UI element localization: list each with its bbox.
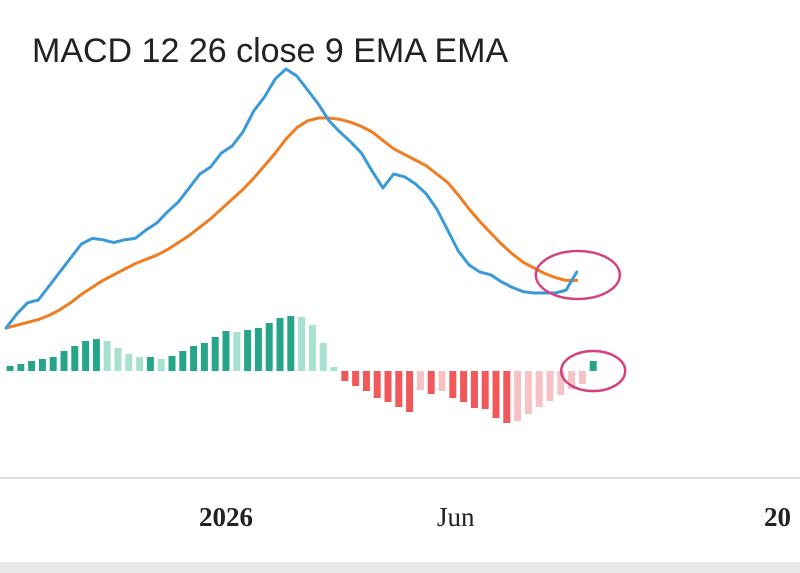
histogram-bar: [60, 351, 68, 371]
histogram-bar: [438, 371, 446, 391]
chart-title: MACD 12 26 close 9 EMA EMA: [32, 32, 509, 70]
histogram-bar: [38, 359, 46, 371]
histogram-bar: [103, 341, 111, 371]
histogram-bar: [330, 367, 338, 371]
histogram-bar: [319, 343, 327, 371]
histogram-bar: [157, 359, 165, 371]
histogram-bars: [6, 316, 597, 423]
annotations: [534, 249, 627, 393]
histogram-bar: [384, 371, 392, 402]
x-tick-label: 20: [764, 502, 791, 532]
histogram-bar: [244, 330, 252, 371]
macd-line: [4, 67, 579, 330]
histogram-bar: [460, 371, 468, 402]
histogram-bar: [265, 323, 273, 371]
histogram-bar: [298, 317, 306, 371]
histogram-bar: [449, 371, 457, 398]
histogram-bar: [535, 371, 543, 407]
histogram-bar: [71, 346, 79, 371]
histogram-bar: [28, 361, 36, 371]
histogram-bar: [168, 356, 176, 371]
histogram-bar: [514, 371, 522, 421]
histogram-bar: [233, 332, 241, 371]
histogram-bar: [481, 371, 489, 409]
histogram-bar: [546, 371, 554, 401]
histogram-bar: [222, 331, 230, 371]
histogram-bar: [114, 348, 122, 371]
histogram-bar: [395, 371, 403, 407]
x-tick-label: Jun: [437, 502, 475, 532]
histogram-bar: [492, 371, 500, 418]
histogram-bar: [190, 346, 198, 371]
histogram-bar: [589, 361, 597, 371]
histogram-bar: [146, 357, 154, 371]
histogram-bar: [578, 371, 586, 384]
histogram-bar: [136, 357, 144, 371]
histogram-bar: [352, 371, 360, 386]
histogram-bar: [49, 357, 57, 371]
histogram-bar: [254, 328, 262, 371]
histogram-bar: [211, 337, 219, 371]
histogram-bar: [179, 351, 187, 371]
histogram-bar: [92, 339, 100, 371]
histogram-bar: [470, 371, 478, 408]
histogram-bar: [373, 371, 381, 398]
histogram-bar: [362, 371, 370, 391]
histogram-bar: [557, 371, 565, 395]
histogram-bar: [200, 343, 208, 371]
histogram-bar: [568, 371, 576, 389]
signal-line: [4, 116, 579, 330]
histogram-bar: [427, 371, 435, 394]
histogram-bar: [524, 371, 532, 414]
histogram-bar: [308, 325, 316, 371]
histogram-bar: [125, 354, 133, 371]
histogram-bar: [6, 366, 14, 371]
histogram-bar: [406, 371, 414, 412]
x-tick-label: 2026: [199, 502, 253, 532]
histogram-bar: [287, 316, 295, 371]
crossover-highlight-ellipse: [534, 249, 622, 301]
line-series: [4, 67, 579, 330]
histogram-bar: [276, 318, 284, 371]
histogram-bar: [341, 371, 349, 381]
histogram-bar: [503, 371, 511, 423]
histogram-bar: [82, 341, 90, 371]
histogram-bar: [416, 371, 424, 390]
histogram-bar: [17, 364, 25, 371]
histogram-flip-highlight-ellipse: [559, 349, 627, 393]
